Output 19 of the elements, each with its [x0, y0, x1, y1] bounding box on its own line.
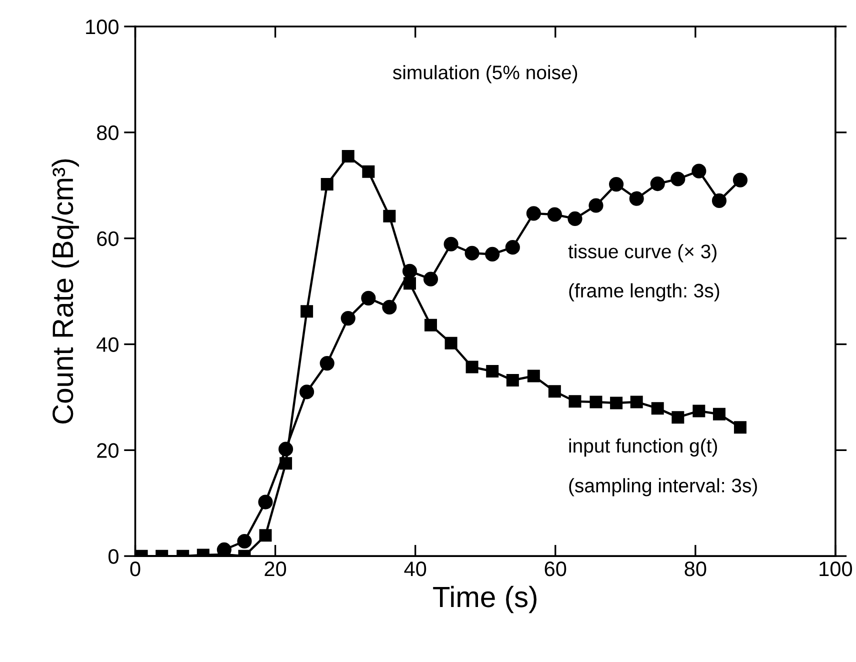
- y-axis-title: Count Rate (Bq/cm³): [52, 159, 79, 424]
- x-axis-title: Time (s): [433, 586, 536, 614]
- series-label: tissue curve (× 3): [568, 244, 716, 262]
- y-tick-label: 60: [97, 231, 118, 246]
- annotation: simulation (5% noise): [392, 65, 578, 84]
- x-tick-label: 0: [130, 561, 140, 576]
- annotation: (frame length: 3s): [569, 283, 720, 302]
- y-tick-label: 100: [86, 19, 118, 34]
- x-tick-label: 60: [544, 561, 566, 576]
- x-tick-label: 40: [404, 561, 426, 576]
- x-tick-label: 20: [264, 561, 286, 576]
- y-tick-label: 20: [97, 443, 118, 458]
- y-tick-label: 80: [97, 125, 118, 140]
- series-label: input function g(t): [569, 438, 718, 457]
- y-tick-label: 40: [96, 337, 118, 352]
- x-tick-label: 100: [820, 561, 852, 576]
- y-tick-label: 0: [108, 549, 118, 564]
- x-tick-label: 80: [684, 561, 706, 576]
- annotation: (sampling interval: 3s): [569, 478, 757, 496]
